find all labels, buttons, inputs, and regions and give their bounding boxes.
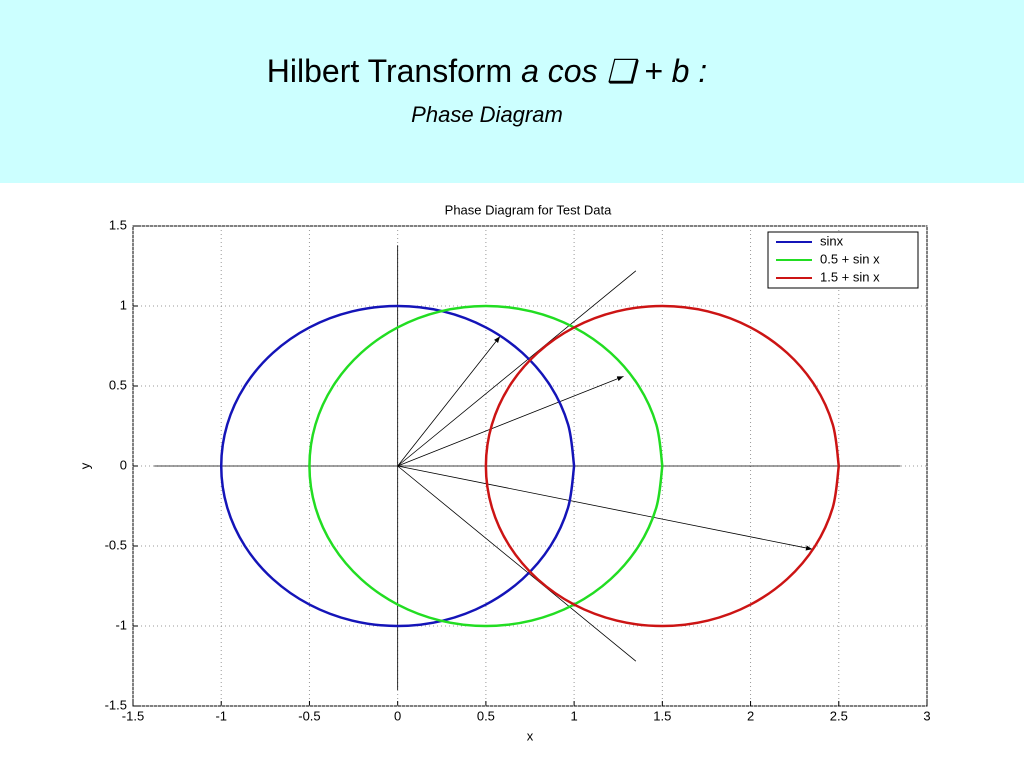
arrow xyxy=(397,376,624,467)
title-text: Hilbert Transform xyxy=(266,53,513,89)
x-tick-label: -0.5 xyxy=(298,708,320,723)
x-tick-label: 0.5 xyxy=(477,708,495,723)
x-tick-label: -1.5 xyxy=(122,708,144,723)
legend-label: 0.5 + sin x xyxy=(820,251,880,266)
legend-label: sinx xyxy=(820,233,844,248)
series-line xyxy=(484,304,841,628)
y-tick-label: 1 xyxy=(120,297,127,312)
guide-line xyxy=(397,465,637,662)
x-tick-label: 2 xyxy=(747,708,754,723)
y-axis-label: y xyxy=(77,462,92,469)
arrow xyxy=(397,336,501,467)
y-tick-label: 0.5 xyxy=(109,377,127,392)
y-tick-label: -1.5 xyxy=(105,697,127,712)
legend-label: 1.5 + sin x xyxy=(820,269,880,284)
chart: Phase Diagram for Test Data x y -1.5 -1 -0… xyxy=(77,202,930,743)
x-tick-label: 3 xyxy=(923,708,930,723)
series-line xyxy=(219,304,576,628)
y-tick-label: -1 xyxy=(115,617,127,632)
x-tick-label: 0 xyxy=(394,708,401,723)
x-tick-label: -1 xyxy=(215,708,227,723)
title-formula: a cos ❑ + b : xyxy=(521,53,708,89)
y-tick-label: 1.5 xyxy=(109,217,127,232)
x-axis-label: x xyxy=(527,728,534,743)
header: Hilbert Transform a cos ❑ + b : Phase Di… xyxy=(0,0,1024,183)
arrow xyxy=(397,465,813,551)
chart-title: Phase Diagram for Test Data xyxy=(445,202,612,217)
x-tick-label: 1 xyxy=(570,708,577,723)
slide-title: Hilbert Transform a cos ❑ + b : xyxy=(0,52,974,90)
guide-line xyxy=(397,270,637,467)
slide-subtitle: Phase Diagram xyxy=(411,102,563,127)
x-tick-label: 1.5 xyxy=(653,708,671,723)
y-tick-label: -0.5 xyxy=(105,537,127,552)
y-tick-label: 0 xyxy=(120,457,127,472)
x-tick-label: 2.5 xyxy=(830,708,848,723)
